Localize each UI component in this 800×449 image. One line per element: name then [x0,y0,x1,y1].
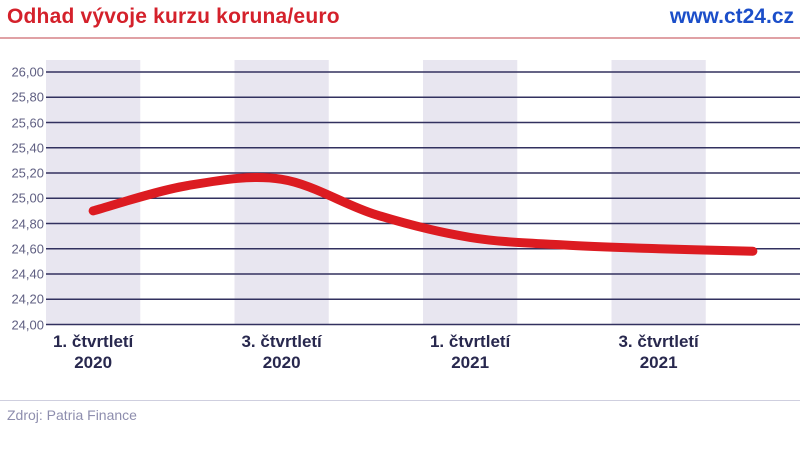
plot-band [611,60,706,325]
source-note: Zdroj: Patria Finance [7,407,137,423]
y-tick-label: 25,40 [11,140,44,156]
y-tick-label: 24,20 [11,291,44,307]
x-tick-line2: 2021 [451,353,490,372]
y-tick-label: 26,00 [11,64,44,80]
site-url-link[interactable]: www.ct24.cz [669,5,794,28]
x-tick-label: 1. čtvrtletí 2021 [385,331,555,373]
y-tick-label: 25,80 [11,89,44,105]
x-tick-line1: 1. čtvrtletí [429,332,511,351]
footer-divider [0,400,800,401]
plot-band [46,60,141,325]
x-tick-line2: 2020 [74,353,113,372]
y-tick-label: 25,20 [11,165,44,181]
y-tick-label: 25,00 [11,190,44,206]
y-tick-label: 24,00 [11,317,44,332]
y-tick-label: 25,60 [11,115,44,130]
x-tick-label: 3. čtvrtletí 2020 [197,331,367,373]
header-divider [0,37,800,39]
x-tick-label: 1. čtvrtletí 2020 [8,331,178,373]
y-tick-label: 24,60 [11,241,44,257]
page-title: Odhad vývoje kurzu koruna/euro [7,5,340,28]
x-tick-line1: 3. čtvrtletí [241,332,322,351]
x-tick-label: 3. čtvrtletí 2021 [574,331,744,373]
x-tick-line1: 1. čtvrtletí [52,332,134,351]
x-tick-line1: 3. čtvrtletí [618,332,699,351]
x-tick-line2: 2021 [639,353,678,372]
x-tick-line2: 2020 [262,353,301,372]
y-tick-label: 24,80 [11,216,44,231]
plot-band [423,60,518,325]
y-tick-label: 24,40 [11,266,44,282]
forecast-line [88,173,758,256]
